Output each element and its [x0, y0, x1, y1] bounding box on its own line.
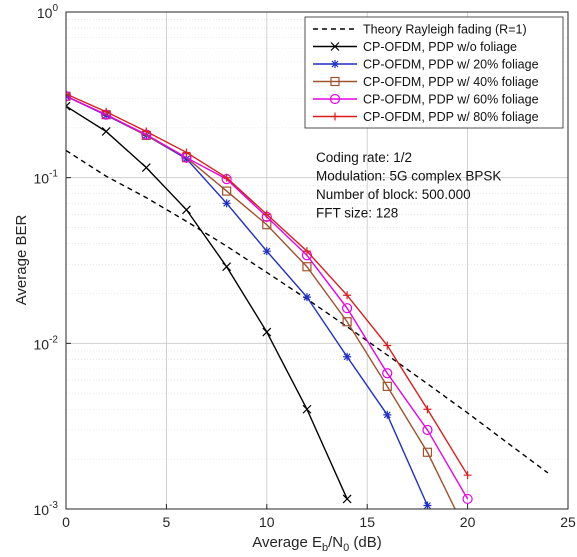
legend-entry: CP-OFDM, PDP w/o foliage	[313, 40, 517, 54]
data-point-circle	[462, 493, 473, 505]
annotation-line: Modulation: 5G complex BPSK	[316, 169, 501, 184]
y-tick-label: 100	[37, 3, 59, 21]
data-point-asterisk	[343, 352, 352, 361]
data-point-plus	[66, 89, 70, 98]
x-tick-label: 15	[359, 514, 375, 530]
y-axis-label: Average BER	[13, 215, 30, 306]
data-point-x	[66, 101, 71, 111]
data-point-x	[141, 163, 151, 173]
legend-entry: Theory Rayleigh fading (R=1)	[313, 23, 527, 37]
data-point-square	[382, 381, 392, 391]
data-point-circle	[382, 368, 393, 379]
data-point-square	[330, 76, 340, 87]
data-point-x	[342, 494, 352, 504]
legend-label: CP-OFDM, PDP w/ 60% foliage	[363, 93, 539, 107]
legend-label: CP-OFDM, PDP w/ 20% foliage	[363, 58, 539, 72]
plot-frame	[65, 11, 569, 510]
legend-label: CP-OFDM, PDP w/ 80% foliage	[363, 110, 539, 124]
data-point-plus	[302, 247, 311, 256]
data-point-asterisk	[331, 60, 339, 68]
legend-entry: CP-OFDM, PDP w/ 40% foliage	[313, 75, 539, 89]
legend-entry: CP-OFDM, PDP w/ 20% foliage	[313, 58, 539, 72]
y-tick-label: 10-1	[34, 169, 59, 187]
data-point-x	[302, 404, 312, 414]
data-point-plus	[463, 471, 472, 480]
legend-label: CP-OFDM, PDP w/ 40% foliage	[363, 75, 539, 89]
data-point-asterisk	[383, 410, 392, 419]
y-tick-label: 10-3	[34, 500, 59, 518]
data-point-plus	[262, 210, 271, 219]
legend-box	[304, 16, 564, 129]
data-point-plus	[331, 112, 339, 121]
data-point-asterisk	[222, 199, 231, 208]
series-layer	[66, 89, 549, 509]
data-point-plus	[423, 405, 432, 414]
data-point-x	[182, 205, 191, 215]
x-tick-label: 10	[259, 514, 275, 530]
annotation-line: FFT size: 128	[316, 206, 398, 221]
annotation-box: Coding rate: 1/2 Modulation: 5G complex B…	[316, 150, 501, 221]
series-6	[66, 89, 472, 480]
data-point-square	[222, 186, 232, 196]
series-2	[66, 101, 352, 504]
data-point-plus	[222, 173, 231, 182]
data-point-circle	[422, 424, 433, 436]
legend-entry: CP-OFDM, PDP w/ 80% foliage	[313, 110, 539, 124]
legend-label: CP-OFDM, PDP w/o foliage	[363, 40, 517, 54]
axis-ticks: 0 5 10 15 20 25 100 10-1 10-2 10-3	[34, 3, 576, 530]
data-point-x	[262, 327, 272, 337]
x-axis-label: Average Eb/N0 (dB)	[252, 534, 382, 554]
data-point-square	[262, 220, 272, 230]
data-point-asterisk	[302, 293, 311, 302]
data-point-square	[302, 262, 312, 272]
data-point-x	[101, 127, 111, 136]
data-point-square	[342, 317, 352, 327]
data-point-circle	[329, 93, 341, 105]
series-line	[66, 105, 348, 500]
x-tick-label: 20	[460, 514, 476, 530]
legend-entry: CP-OFDM, PDP w/ 60% foliage	[313, 93, 539, 107]
data-point-plus	[102, 107, 111, 116]
x-tick-label: 0	[62, 514, 70, 530]
x-tick-label: 5	[163, 514, 171, 530]
y-tick-label: 10-2	[34, 334, 59, 352]
data-point-x	[222, 262, 232, 272]
data-point-circle	[342, 303, 353, 314]
data-point-plus	[182, 148, 191, 157]
x-tick-label: 25	[560, 514, 576, 530]
data-point-plus	[383, 341, 392, 350]
data-point-plus	[142, 127, 151, 136]
data-point-asterisk	[182, 154, 191, 163]
legend: Theory Rayleigh fading (R=1) CP-OFDM, PDP…	[304, 16, 564, 129]
data-point-asterisk	[262, 247, 271, 256]
data-point-square	[422, 447, 433, 457]
data-point-x	[330, 42, 340, 51]
data-point-asterisk	[423, 501, 432, 509]
annotation-line: Coding rate: 1/2	[316, 150, 412, 165]
annotation-line: Number of block: 500.000	[316, 187, 471, 202]
data-point-plus	[343, 291, 352, 300]
legend-label: Theory Rayleigh fading (R=1)	[363, 23, 527, 37]
